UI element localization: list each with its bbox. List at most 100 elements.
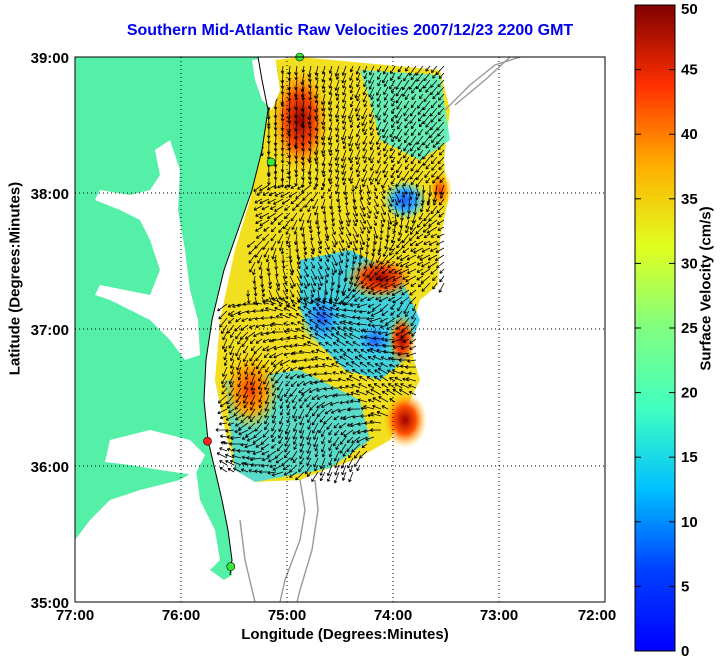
velocity-arrow	[408, 384, 417, 389]
velocity-arrow	[228, 387, 235, 397]
velocity-arrow	[306, 450, 312, 461]
velocity-arrow	[306, 212, 312, 224]
velocity-arrow	[332, 341, 340, 347]
velocity-arrow	[303, 275, 310, 287]
velocity-arrow	[342, 93, 347, 103]
velocity-arrow	[335, 86, 340, 97]
velocity-arrow	[373, 226, 379, 239]
velocity-arrow	[341, 156, 347, 169]
velocity-arrow	[324, 394, 333, 399]
velocity-arrow	[310, 275, 317, 287]
velocity-arrow	[415, 170, 424, 181]
velocity-arrow	[400, 296, 410, 305]
velocity-arrow	[403, 72, 410, 82]
velocity-arrow	[292, 401, 298, 410]
velocity-arrow	[339, 385, 347, 390]
velocity-arrow	[374, 369, 382, 375]
velocity-arrow	[258, 373, 263, 382]
velocity-arrow	[373, 383, 382, 389]
velocity-arrow	[299, 422, 305, 434]
velocity-arrow	[266, 177, 271, 186]
velocity-arrow	[391, 135, 396, 142]
velocity-arrow	[222, 366, 228, 377]
velocity-arrow	[303, 247, 308, 256]
velocity-arrow	[430, 268, 438, 275]
velocity-arrow	[388, 363, 396, 368]
velocity-arrow	[351, 383, 361, 389]
velocity-arrow	[430, 149, 438, 158]
lon-tick-label: 74:00	[374, 607, 412, 624]
velocity-arrow	[322, 363, 333, 368]
velocity-arrow	[367, 289, 375, 294]
velocity-arrow	[303, 289, 309, 301]
velocity-arrow	[375, 135, 382, 145]
velocity-arrow	[343, 429, 354, 437]
velocity-arrow	[222, 331, 228, 341]
velocity-arrow	[405, 65, 410, 72]
velocity-arrow	[341, 464, 347, 476]
velocity-arrow	[358, 376, 368, 382]
velocity-arrow	[367, 303, 375, 308]
velocity-arrow	[261, 205, 270, 211]
velocity-arrow	[292, 205, 298, 211]
velocity-arrow	[415, 79, 424, 90]
velocity-arrow	[405, 226, 410, 234]
velocity-arrow	[290, 198, 298, 205]
velocity-arrow	[377, 100, 382, 108]
velocity-arrow	[406, 212, 411, 220]
velocity-arrow	[235, 415, 242, 421]
velocity-arrow	[335, 93, 340, 101]
velocity-arrow	[299, 436, 305, 447]
velocity-arrow	[335, 142, 340, 153]
velocity-arrow	[395, 93, 403, 104]
velocity-arrow	[259, 198, 270, 205]
velocity-arrow	[356, 322, 368, 326]
velocity-arrow	[352, 205, 358, 217]
velocity-arrow	[228, 408, 235, 414]
velocity-arrow	[432, 191, 438, 203]
velocity-arrow	[301, 184, 312, 193]
velocity-arrow	[418, 86, 424, 93]
velocity-arrow	[316, 387, 326, 392]
velocity-arrow	[352, 219, 357, 227]
velocity-arrow	[342, 79, 347, 89]
velocity-arrow	[252, 268, 256, 276]
velocity-arrow	[411, 310, 417, 320]
velocity-arrow	[234, 401, 242, 410]
velocity-arrow	[355, 107, 361, 117]
velocity-arrow	[339, 321, 347, 326]
velocity-arrow	[287, 170, 292, 180]
velocity-arrow	[416, 72, 424, 82]
velocity-arrow	[414, 191, 419, 201]
velocity-arrow	[272, 298, 284, 305]
velocity-arrow	[298, 387, 305, 394]
velocity-arrow	[315, 325, 326, 333]
velocity-arrow	[423, 93, 431, 102]
velocity-arrow	[237, 310, 249, 316]
velocity-arrow	[400, 370, 410, 375]
velocity-arrow	[438, 72, 445, 79]
velocity-arrow	[227, 422, 235, 426]
velocity-arrow	[404, 310, 410, 318]
velocity-arrow	[377, 65, 382, 73]
velocity-arrow	[373, 376, 382, 382]
velocity-arrow	[282, 464, 291, 471]
velocity-arrow	[321, 135, 326, 146]
velocity-arrow	[270, 226, 277, 233]
velocity-arrow	[314, 464, 319, 472]
velocity-arrow	[310, 240, 316, 252]
velocity-arrow	[335, 177, 340, 188]
velocity-arrow	[309, 226, 313, 234]
velocity-arrow	[274, 205, 284, 212]
velocity-arrow	[268, 457, 277, 463]
velocity-arrow	[283, 322, 291, 326]
velocity-arrow	[403, 107, 410, 117]
velocity-arrow	[345, 205, 350, 216]
velocity-arrow	[265, 254, 270, 263]
velocity-arrow	[436, 219, 445, 225]
velocity-arrow	[323, 371, 333, 376]
velocity-arrow	[373, 336, 382, 341]
velocity-arrow	[388, 268, 396, 274]
velocity-arrow	[225, 415, 235, 421]
velocity-arrow	[316, 312, 326, 319]
